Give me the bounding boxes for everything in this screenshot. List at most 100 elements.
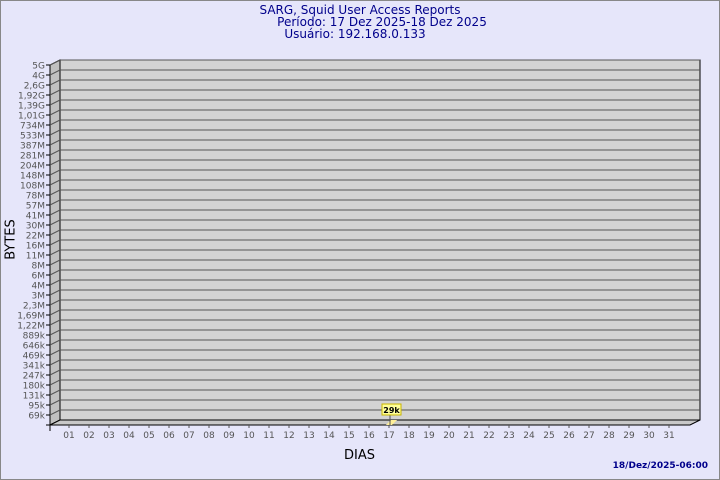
x-tick-label: 02 bbox=[83, 431, 94, 441]
gridline-side bbox=[49, 109, 61, 116]
y-tick-label: 16M bbox=[26, 242, 45, 252]
gridline-side bbox=[49, 119, 61, 126]
y-tick-label: 30M bbox=[26, 222, 45, 232]
gridline-side bbox=[49, 329, 61, 336]
x-tick-label: 06 bbox=[163, 431, 175, 441]
y-tick-label: 281M bbox=[20, 152, 45, 162]
x-tick-label: 16 bbox=[363, 431, 375, 441]
y-tick-label: 95k bbox=[28, 402, 45, 412]
chart-user: Usuário: 192.168.0.133 bbox=[284, 27, 426, 41]
gridline-side bbox=[49, 159, 61, 166]
chart-period: Período: 17 Dez 2025-18 Dez 2025 bbox=[277, 15, 487, 29]
gridline-side bbox=[49, 399, 61, 406]
x-tick-label: 05 bbox=[143, 431, 154, 441]
y-tick-label: 41M bbox=[26, 212, 45, 222]
gridline-side bbox=[49, 189, 61, 196]
gridline-side bbox=[49, 289, 61, 296]
gridline-side bbox=[49, 239, 61, 246]
x-tick-label: 17 bbox=[383, 431, 394, 441]
y-tick-label: 1,92G bbox=[18, 92, 45, 102]
y-tick-label: 4G bbox=[32, 72, 45, 82]
gridline-side bbox=[49, 229, 61, 236]
y-tick-label: 204M bbox=[20, 162, 45, 172]
gridline-side bbox=[49, 89, 61, 96]
y-tick-label: 4M bbox=[32, 282, 46, 292]
x-tick-label: 03 bbox=[103, 431, 114, 441]
x-tick-label: 01 bbox=[63, 431, 74, 441]
gridline-side bbox=[49, 59, 61, 66]
y-tick-label: 387M bbox=[20, 142, 45, 152]
x-tick-label: 07 bbox=[183, 431, 194, 441]
x-tick-label: 04 bbox=[123, 431, 135, 441]
y-tick-label: 1,22M bbox=[17, 322, 45, 332]
y-tick-label: 148M bbox=[20, 172, 45, 182]
x-tick-label: 15 bbox=[343, 431, 354, 441]
y-tick-label: 57M bbox=[26, 202, 45, 212]
y-tick-label: 1,39G bbox=[18, 102, 45, 112]
x-tick-label: 28 bbox=[603, 431, 615, 441]
x-tick-label: 30 bbox=[643, 431, 655, 441]
y-tick-label: 108M bbox=[20, 182, 45, 192]
gridline-side bbox=[49, 369, 61, 376]
bar-label-box bbox=[381, 403, 402, 416]
gridline-side bbox=[49, 259, 61, 266]
y-tick-label: 8M bbox=[32, 262, 46, 272]
x-tick-label: 11 bbox=[263, 431, 274, 441]
gridline-side bbox=[49, 249, 61, 256]
gridline-side bbox=[49, 149, 61, 156]
x-tick-label: 12 bbox=[283, 431, 294, 441]
gridline-side bbox=[49, 319, 61, 326]
y-tick-label: 1,69M bbox=[17, 312, 45, 322]
y-tick-label: 533M bbox=[20, 132, 45, 142]
x-tick-label: 23 bbox=[503, 431, 514, 441]
x-tick-label: 14 bbox=[323, 431, 335, 441]
gridline-side bbox=[49, 379, 61, 386]
bar-day-17 bbox=[386, 420, 397, 425]
y-tick-label: 247k bbox=[23, 372, 46, 382]
gridline-side bbox=[49, 409, 61, 416]
gridline-side bbox=[49, 169, 61, 176]
gridline-side bbox=[49, 199, 61, 206]
chart-title: SARG, Squid User Access Reports bbox=[259, 3, 461, 17]
y-tick-label: 341k bbox=[23, 362, 46, 372]
y-tick-label: 889k bbox=[23, 332, 46, 342]
x-tick-label: 29 bbox=[623, 431, 635, 441]
y-tick-label: 69k bbox=[28, 412, 45, 422]
x-tick-label: 18 bbox=[403, 431, 415, 441]
x-tick-label: 20 bbox=[443, 431, 455, 441]
gridline-side bbox=[49, 389, 61, 396]
x-tick-label: 09 bbox=[223, 431, 235, 441]
x-tick-label: 26 bbox=[563, 431, 575, 441]
gridline-side bbox=[49, 339, 61, 346]
timestamp: 18/Dez/2025-06:00 bbox=[612, 461, 708, 471]
x-tick-label: 31 bbox=[663, 431, 674, 441]
x-tick-label: 24 bbox=[523, 431, 535, 441]
y-tick-label: 734M bbox=[20, 122, 45, 132]
x-tick-label: 10 bbox=[243, 431, 255, 441]
x-tick-label: 13 bbox=[303, 431, 314, 441]
gridline-side bbox=[49, 99, 61, 106]
y-tick-label: 131k bbox=[23, 392, 46, 402]
y-tick-label: 6M bbox=[32, 272, 46, 282]
x-tick-label: 27 bbox=[583, 431, 594, 441]
y-tick-label: 3M bbox=[32, 292, 46, 302]
x-tick-label: 19 bbox=[423, 431, 435, 441]
y-tick-label: 180k bbox=[23, 382, 46, 392]
y-tick-label: 78M bbox=[26, 192, 45, 202]
gridline-side bbox=[49, 309, 61, 316]
gridline-side bbox=[49, 359, 61, 366]
y-tick-label: 5G bbox=[32, 62, 45, 72]
x-tick-label: 08 bbox=[203, 431, 215, 441]
y-tick-label: 646k bbox=[23, 342, 46, 352]
x-tick-label: 25 bbox=[543, 431, 554, 441]
y-tick-label: 1,01G bbox=[18, 112, 45, 122]
gridline-side bbox=[49, 69, 61, 76]
gridline-side bbox=[49, 349, 61, 356]
gridline-side bbox=[49, 219, 61, 226]
gridline-side bbox=[49, 269, 61, 276]
gridline-side bbox=[49, 129, 61, 136]
x-tick-label: 22 bbox=[483, 431, 494, 441]
y-tick-label: 2,3M bbox=[23, 302, 45, 312]
y-tick-label: 2,6G bbox=[24, 82, 45, 92]
